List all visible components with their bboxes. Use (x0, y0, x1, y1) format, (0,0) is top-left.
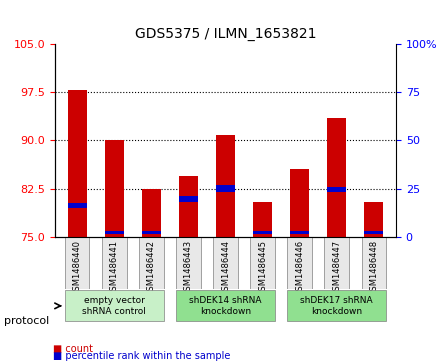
Bar (290, 231, 309, 234)
Text: GSM1486445: GSM1486445 (258, 240, 267, 295)
FancyBboxPatch shape (102, 237, 127, 289)
Text: protocol: protocol (4, 316, 50, 326)
FancyBboxPatch shape (362, 237, 386, 289)
Bar (142, 189, 161, 237)
Bar (179, 196, 198, 201)
FancyBboxPatch shape (287, 237, 312, 289)
Bar (216, 135, 235, 237)
Text: empty vector
shRNA control: empty vector shRNA control (82, 296, 146, 315)
Text: GSM1486443: GSM1486443 (184, 240, 193, 296)
Text: shDEK14 shRNA
knockdown: shDEK14 shRNA knockdown (189, 296, 262, 315)
Bar (253, 201, 272, 237)
Bar (290, 169, 309, 237)
FancyBboxPatch shape (176, 237, 201, 289)
Text: shDEK17 shRNA
knockdown: shDEK17 shRNA knockdown (301, 296, 373, 315)
FancyBboxPatch shape (65, 290, 164, 321)
Bar (68, 90, 87, 237)
FancyBboxPatch shape (176, 290, 275, 321)
Text: ■ percentile rank within the sample: ■ percentile rank within the sample (53, 351, 230, 361)
Text: GSM1486441: GSM1486441 (110, 240, 119, 295)
Text: GSM1486447: GSM1486447 (332, 240, 341, 296)
Text: GSM1486448: GSM1486448 (369, 240, 378, 296)
Text: GSM1486442: GSM1486442 (147, 240, 156, 295)
Bar (327, 118, 346, 237)
Bar (364, 231, 383, 234)
FancyBboxPatch shape (213, 237, 238, 289)
FancyBboxPatch shape (250, 237, 275, 289)
Title: GDS5375 / ILMN_1653821: GDS5375 / ILMN_1653821 (135, 27, 316, 41)
Bar (105, 140, 124, 237)
Text: GSM1486446: GSM1486446 (295, 240, 304, 296)
Bar (253, 231, 272, 234)
Text: ■ count: ■ count (53, 344, 93, 354)
FancyBboxPatch shape (324, 237, 349, 289)
Bar (68, 203, 87, 208)
Bar (216, 185, 235, 192)
Bar (142, 231, 161, 234)
FancyBboxPatch shape (139, 237, 164, 289)
FancyBboxPatch shape (287, 290, 386, 321)
Bar (179, 176, 198, 237)
Text: GSM1486440: GSM1486440 (73, 240, 82, 295)
FancyBboxPatch shape (65, 237, 89, 289)
Bar (105, 231, 124, 234)
Bar (327, 187, 346, 192)
Text: GSM1486444: GSM1486444 (221, 240, 230, 295)
Bar (364, 201, 383, 237)
